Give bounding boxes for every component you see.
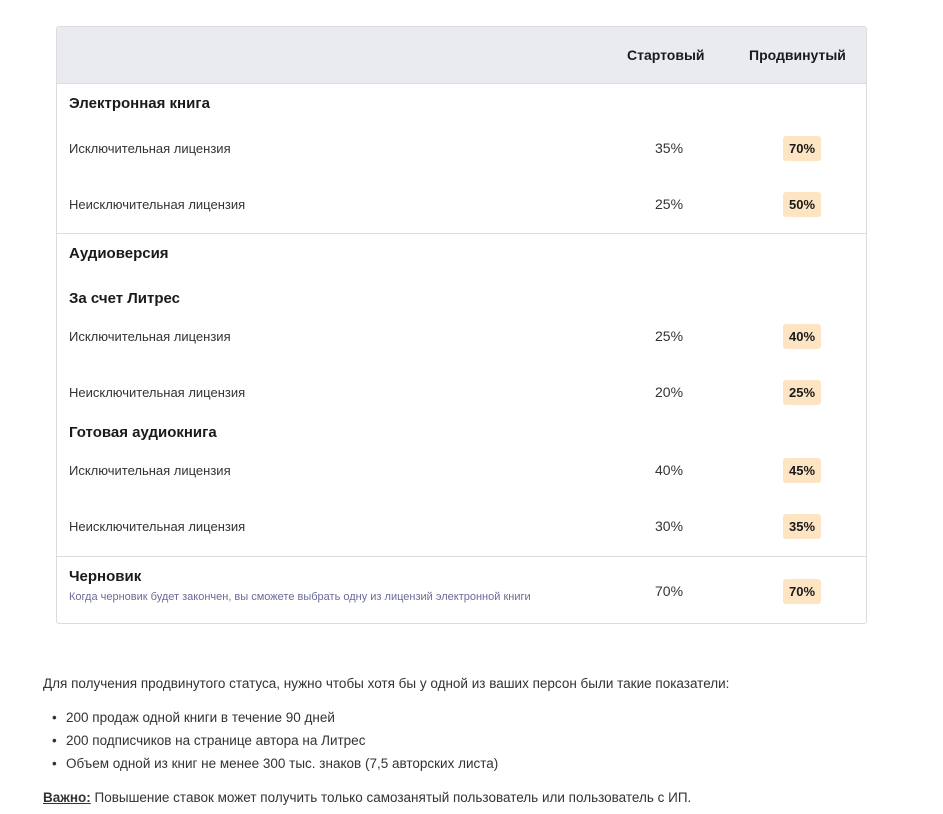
advanced-value-badge: 70% — [783, 579, 822, 604]
advanced-value-badge: 70% — [783, 136, 822, 161]
starter-value: 25% — [655, 196, 684, 212]
royalty-table: Стартовый Продвинутый Электронная книга … — [56, 26, 867, 624]
subsection-title: Готовая аудиокнига — [69, 424, 217, 441]
section-title: Черновик — [69, 568, 142, 585]
row-label: Неисключительная лицензия — [69, 519, 246, 534]
draft-note: Когда черновик будет закончен, вы сможет… — [69, 591, 531, 603]
row-label: Исключительная лицензия — [69, 463, 231, 478]
table-row: 70% 70% — [57, 577, 866, 607]
important-note: Важно: Повышение ставок может получить т… — [43, 790, 691, 805]
table-row: Неисключительная лицензия 25% 50% — [57, 190, 866, 220]
section-title: Аудиоверсия — [69, 245, 169, 262]
table-row: Неисключительная лицензия 20% 25% — [57, 378, 866, 408]
advanced-value-badge: 40% — [783, 324, 822, 349]
list-item: • 200 подписчиков на странице автора на Л… — [52, 729, 498, 752]
bullet-icon: • — [52, 733, 57, 748]
starter-value: 40% — [655, 462, 684, 478]
row-label: Исключительная лицензия — [69, 329, 231, 344]
table-row: Неисключительная лицензия 30% 35% — [57, 512, 866, 542]
table-row: Исключительная лицензия 25% 40% — [57, 322, 866, 352]
section-title: Электронная книга — [69, 95, 210, 112]
list-item: • 200 продаж одной книги в течение 90 дне… — [52, 706, 498, 729]
advanced-value-badge: 50% — [783, 192, 822, 217]
advanced-status-intro: Для получения продвинутого статуса, нужн… — [43, 676, 730, 691]
row-label: Неисключительная лицензия — [69, 197, 246, 212]
advanced-value-badge: 35% — [783, 514, 822, 539]
advanced-value-badge: 45% — [783, 458, 822, 483]
important-text: Повышение ставок может получить только с… — [90, 790, 692, 805]
section-audio: Аудиоверсия За счет Литрес Исключительна… — [57, 234, 866, 557]
table-row: Исключительная лицензия 40% 45% — [57, 456, 866, 486]
starter-value: 20% — [655, 384, 684, 400]
requirements-list: • 200 продаж одной книги в течение 90 дне… — [52, 706, 498, 775]
advanced-value-badge: 25% — [783, 380, 822, 405]
subsection-title: За счет Литрес — [69, 290, 180, 307]
list-item: • Объем одной из книг не менее 300 тыс. з… — [52, 752, 498, 775]
starter-value: 30% — [655, 518, 684, 534]
header-starter: Стартовый — [627, 47, 705, 63]
section-draft: Черновик Когда черновик будет закончен, … — [57, 557, 866, 623]
row-label: Исключительная лицензия — [69, 141, 231, 156]
header-advanced: Продвинутый — [749, 47, 846, 63]
row-label: Неисключительная лицензия — [69, 385, 246, 400]
section-ebook: Электронная книга Исключительная лицензи… — [57, 84, 866, 234]
starter-value: 70% — [655, 583, 684, 599]
table-row: Исключительная лицензия 35% 70% — [57, 134, 866, 164]
starter-value: 35% — [655, 140, 684, 156]
important-label: Важно: — [43, 790, 91, 805]
bullet-icon: • — [52, 756, 57, 771]
table-header: Стартовый Продвинутый — [57, 27, 866, 84]
bullet-icon: • — [52, 710, 57, 725]
starter-value: 25% — [655, 328, 684, 344]
